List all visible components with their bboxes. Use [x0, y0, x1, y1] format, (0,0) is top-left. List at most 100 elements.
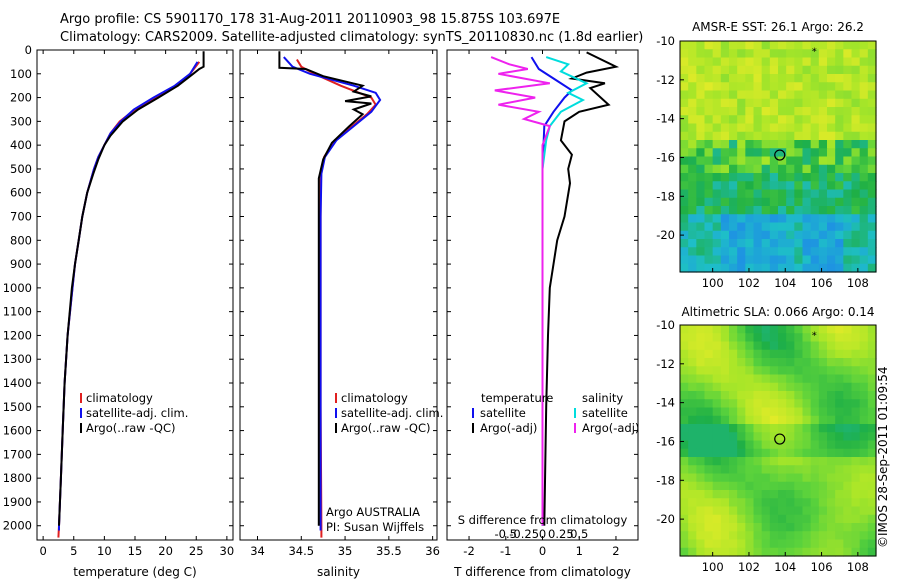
sla-map-cell — [843, 481, 853, 491]
sla-map-cell — [851, 440, 861, 450]
sst-map-cell — [680, 148, 689, 158]
sst-map-cell — [688, 107, 697, 116]
sst-map-cell — [827, 263, 836, 273]
sla-map-cell — [827, 333, 836, 343]
sst-map-cell — [737, 214, 746, 224]
sla-map-cell — [851, 531, 861, 541]
sst-map-cell — [680, 107, 689, 116]
sla-map-cell — [794, 490, 804, 499]
sst-map-cell — [761, 49, 771, 59]
temperature-xtick-label: 5 — [70, 544, 77, 558]
sst-map-cell — [696, 164, 706, 174]
sst-map-cell — [745, 255, 755, 265]
sla-map-cell — [753, 358, 763, 367]
sst-map-cell — [835, 206, 844, 215]
sst-map-cell — [720, 164, 730, 174]
sst-map-cell — [680, 131, 689, 141]
sst-map-cell — [786, 206, 795, 215]
sst-map-cell — [778, 164, 787, 174]
sla-map-cell — [859, 366, 869, 376]
sst-map-cell — [778, 140, 787, 149]
sla-map-cell — [745, 341, 755, 351]
sst-map-cell — [794, 123, 804, 133]
sla-map-cell — [680, 391, 689, 400]
sst-map-cell — [859, 239, 869, 248]
sst-map-cell — [827, 148, 836, 158]
sst-map-cell — [867, 123, 877, 133]
sst-map-cell — [745, 41, 755, 50]
sst-map-cell — [696, 131, 706, 141]
sla-map-cell — [745, 498, 755, 508]
sla-map-cell — [720, 358, 730, 367]
sla-map-cell — [843, 473, 853, 483]
sst-map-cell — [859, 49, 869, 59]
salinity-legend-label: satellite-adj. clim. — [341, 406, 443, 420]
sst-map-cell — [810, 74, 820, 83]
sst-map-cell — [704, 263, 714, 273]
sla-map-cell — [786, 349, 795, 359]
sla-map-cell — [786, 407, 795, 417]
sst-map-cell — [712, 197, 722, 207]
sla-map-cell — [712, 440, 722, 450]
sst-map-cell — [769, 74, 779, 83]
sst-map-cell — [786, 140, 795, 149]
sst-map-cell — [802, 107, 812, 116]
sst-map-cell — [688, 181, 697, 191]
temperature-legend-label: satellite-adj. clim. — [86, 406, 188, 420]
sst-map-cell — [761, 115, 771, 125]
sst-map-cell — [835, 197, 844, 207]
sla-map-cell — [802, 457, 812, 466]
sst-map-cell — [851, 123, 861, 133]
sst-map-cell — [778, 98, 787, 108]
sla-map-cell — [753, 465, 763, 475]
sla-map-cell — [786, 399, 795, 409]
sla-map-cell — [827, 465, 836, 475]
sst-map-cell — [753, 197, 763, 207]
sst-map-cell — [794, 206, 804, 215]
sst-map-cell — [753, 222, 763, 232]
sla-map-cell — [712, 382, 722, 392]
depth-tick-label: 200 — [10, 91, 32, 105]
sst-map-cell — [843, 107, 853, 116]
sst-map-cell — [720, 173, 730, 182]
sst-map-cell — [843, 90, 853, 100]
sla-map-cell — [745, 539, 755, 549]
sst-map-cell — [867, 181, 877, 191]
sst-map-cell — [786, 41, 795, 50]
sla-map-cell — [769, 465, 779, 475]
sst-map-cell — [867, 214, 877, 224]
sst-map-cell — [729, 164, 738, 174]
sla-map-cell — [761, 531, 771, 541]
sst-map-cell — [835, 82, 844, 92]
sla-map-cell — [818, 333, 828, 343]
sst-map-cell — [843, 65, 853, 75]
sst-map-cell — [786, 164, 795, 174]
sla-map-cell — [688, 531, 697, 541]
sla-map-cell — [737, 407, 746, 417]
sla-map-cell — [843, 506, 853, 516]
sla-map-cell — [704, 498, 714, 508]
sst-map-cell — [745, 263, 755, 273]
sla-map-cell — [769, 374, 779, 384]
sst-map-cell — [680, 206, 689, 215]
sst-map-cell — [843, 123, 853, 133]
sla-map-cell — [769, 514, 779, 524]
sst-map-xtick-label: 108 — [847, 276, 869, 290]
sla-map-cell — [680, 325, 689, 334]
sla-map-cell — [827, 498, 836, 508]
sst-map-cell — [810, 214, 820, 224]
sla-map-cell — [729, 399, 738, 409]
sla-map-ytick-label: -12 — [656, 357, 675, 371]
sla-map-cell — [712, 349, 722, 359]
sst-map-cell — [835, 49, 844, 59]
sla-map-cell — [818, 457, 828, 466]
sla-map-cell — [696, 440, 706, 450]
sst-map-cell — [843, 131, 853, 141]
sst-map-cell — [680, 247, 689, 257]
sla-map-cell — [843, 333, 853, 343]
sla-map-cell — [769, 448, 779, 458]
sla-map-cell — [835, 448, 844, 458]
sla-map-cell — [753, 407, 763, 417]
sst-map-cell — [769, 222, 779, 232]
sst-map-cell — [729, 74, 738, 83]
